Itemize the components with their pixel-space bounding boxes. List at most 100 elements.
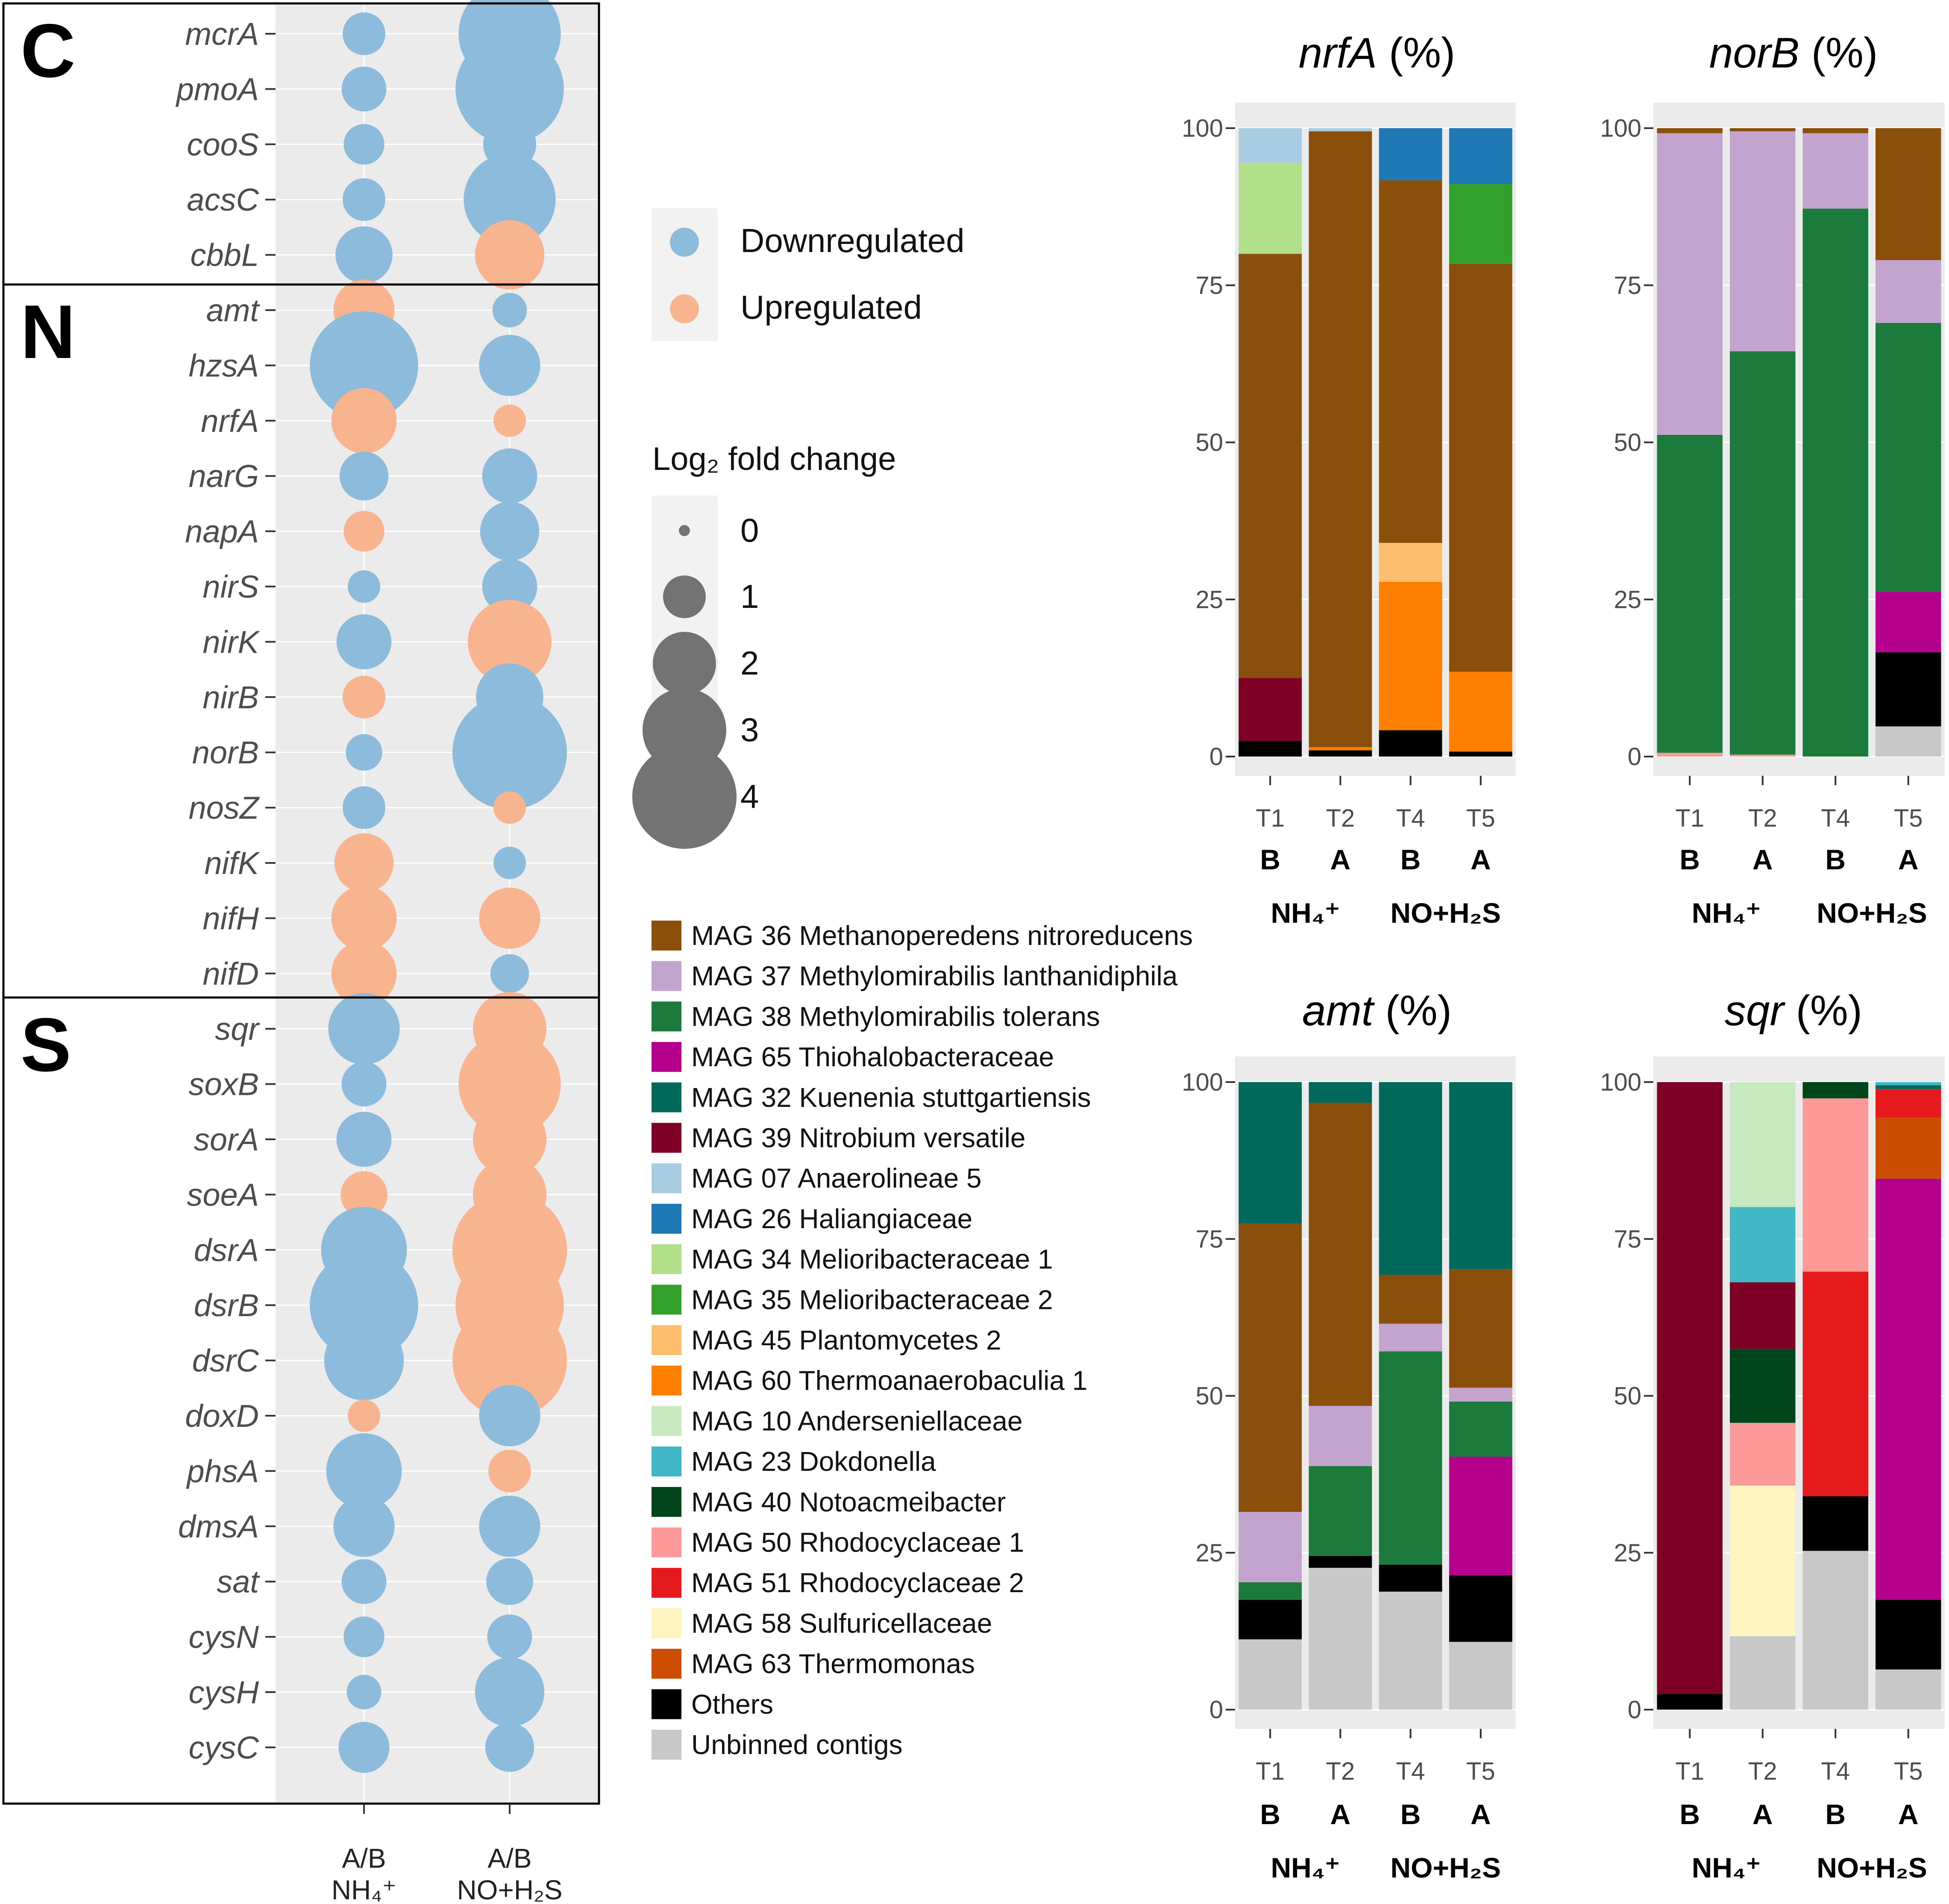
bar-segment-T5-Unbinned: [1449, 1642, 1512, 1710]
taxa-swatch-MAG60: [652, 1365, 681, 1396]
gene-label-mcrA: mcrA: [185, 16, 259, 52]
gene-label-nirB: nirB: [203, 680, 259, 715]
bubble-soxB-nh4: [341, 1062, 387, 1107]
bubble-soeA-nh4: [340, 1171, 387, 1218]
x-label-line2: NO+H₂S: [457, 1875, 562, 1904]
bubble-nrfA-nh4: [331, 388, 397, 454]
bar-segment-T5-Unbinned: [1876, 1669, 1941, 1710]
bubble-acsC-nh4: [343, 178, 385, 221]
bar-segment-T5-Others: [1449, 1575, 1512, 1642]
gene-label-nrfA: nrfA: [201, 403, 259, 439]
bubble-nifD-nh4: [331, 941, 397, 1006]
bar-segment-T1-MAG07: [1239, 128, 1302, 163]
bubble-sqr-nh4: [328, 993, 400, 1065]
bar-segment-T1-MAG36: [1657, 128, 1723, 133]
taxa-label-MAG38: MAG 38 Methylomirabilis tolerans: [691, 1001, 1100, 1032]
gene-label-nosZ: nosZ: [188, 790, 260, 826]
x-label-line1: A/B: [342, 1843, 386, 1874]
legend-upregulated-dot: [670, 294, 699, 323]
bar-segment-T1-Others: [1239, 1599, 1302, 1640]
bar-y-tick-label: 0: [1209, 1696, 1223, 1724]
bar-chart-title-unit: (%): [1799, 29, 1878, 77]
taxa-label-MAG45: MAG 45 Plantomycetes 2: [691, 1325, 1001, 1355]
size-legend-title: Log₂ fold change: [652, 441, 896, 477]
bar-charts: nrfA (%) 0 25 50 75 100 T1 B T2 A T4 B T5 A NH₄⁺ NO+H₂S…: [1182, 29, 1945, 1883]
bar-x-label-T1: T1: [1256, 804, 1285, 832]
bar-group-letter: A: [1330, 1798, 1351, 1830]
taxa-label-MAG26: MAG 26 Haliangiaceae: [691, 1203, 972, 1234]
size-legend-dot-1: [663, 575, 706, 618]
bar-segment-T2-MAG50: [1730, 1423, 1796, 1486]
bar-chart-title: norB (%): [1709, 29, 1878, 77]
bubble-cbbL-nh4: [335, 226, 393, 284]
bar-x-label-T4: T4: [1396, 804, 1425, 832]
size-legend-dot-2: [653, 632, 716, 695]
bar-group-letter: A: [1752, 1798, 1773, 1830]
bar-segment-T5-MAG38: [1449, 1401, 1512, 1457]
bar-treatment-label: NH₄⁺: [1692, 897, 1761, 929]
bar-segment-T2-MAG07: [1309, 128, 1372, 132]
bar-segment-T5-MAG23: [1876, 1082, 1941, 1085]
gene-label-sat: sat: [217, 1564, 260, 1599]
group-letter-S: S: [21, 1002, 71, 1087]
bar-segment-T2-MAG36: [1309, 1103, 1372, 1406]
bar-chart-title-unit: (%): [1377, 29, 1455, 77]
bar-segment-T4-MAG45: [1379, 543, 1442, 582]
legend-downregulated-dot: [670, 228, 699, 257]
taxa-swatch-MAG58: [652, 1608, 681, 1638]
bubble-narG-nh4: [339, 452, 389, 501]
taxa-label-MAG32: MAG 32 Kuenenia stuttgartiensis: [691, 1082, 1091, 1113]
bubble-nirS-noh2s: [482, 559, 537, 614]
taxa-swatch-Unbinned: [652, 1730, 681, 1760]
bar-segment-T5-MAG36: [1876, 128, 1941, 260]
bubble-narG-noh2s: [482, 448, 537, 504]
taxa-swatch-MAG07: [652, 1163, 681, 1194]
bar-segment-T5-MAG32: [1449, 1082, 1512, 1269]
gene-label-amt: amt: [206, 293, 261, 328]
bar-segment-T4-MAG38: [1379, 1351, 1442, 1565]
bubble-cysH-noh2s: [475, 1657, 545, 1727]
gene-label-hzsA: hzsA: [188, 348, 259, 383]
size-legend-dot-4: [632, 745, 737, 849]
bubble-norB-nh4: [346, 734, 382, 771]
taxa-legend: MAG 36 Methanoperedens nitroreducens MAG …: [652, 920, 1193, 1760]
bubble-nrfA-noh2s: [493, 404, 526, 437]
taxa-label-MAG60: MAG 60 Thermoanaerobaculia 1: [691, 1365, 1087, 1396]
bubble-amt-noh2s: [492, 293, 527, 328]
bar-segment-T4-Others: [1379, 1564, 1442, 1592]
gene-label-sorA: sorA: [194, 1122, 259, 1157]
bar-chart-title-unit: (%): [1374, 987, 1452, 1035]
bar-treatment-label: NO+H₂S: [1817, 897, 1927, 929]
taxa-swatch-MAG34: [652, 1244, 681, 1274]
taxa-swatch-MAG26: [652, 1203, 681, 1234]
bar-segment-T2-Others: [1309, 750, 1372, 757]
bar-segment-T4-MAG36: [1802, 128, 1868, 133]
bubble-acsC-noh2s: [464, 153, 556, 246]
bar-segment-T2-MAG60: [1309, 747, 1372, 751]
bar-y-tick-label: 0: [1628, 743, 1641, 771]
bar-segment-T2-MAG38: [1730, 351, 1796, 755]
bar-chart-title-gene: norB: [1709, 29, 1799, 77]
bar-segment-T4-MAG37: [1802, 133, 1868, 209]
bubble-nifK-nh4: [334, 833, 394, 893]
bubble-doxD-noh2s: [479, 1385, 540, 1446]
taxa-label-MAG63: MAG 63 Thermomonas: [691, 1649, 975, 1679]
x-label-line2: NH₄⁺: [332, 1875, 396, 1904]
bar-segment-T1-MAG39: [1657, 1082, 1723, 1694]
bubble-hzsA-noh2s: [479, 334, 540, 396]
taxa-swatch-MAG63: [652, 1649, 681, 1679]
bar-group-letter: B: [1400, 1798, 1421, 1830]
gene-label-phsA: phsA: [186, 1453, 259, 1489]
bubble-cysN-noh2s: [487, 1614, 532, 1660]
taxa-label-MAG58: MAG 58 Sulfuricellaceae: [691, 1608, 992, 1639]
bubble-cysC-nh4: [338, 1722, 390, 1773]
gene-label-soxB: soxB: [188, 1067, 259, 1102]
taxa-label-MAG37: MAG 37 Methylomirabilis lanthanidiphila: [691, 961, 1178, 992]
bubble-dmsA-noh2s: [479, 1496, 540, 1557]
bar-segment-T1-MAG37: [1239, 1512, 1302, 1582]
gene-label-cysN: cysN: [189, 1619, 259, 1655]
taxa-label-MAG10: MAG 10 Anderseniellaceae: [691, 1405, 1023, 1436]
taxa-label-Others: Others: [691, 1689, 773, 1719]
gene-label-napA: napA: [185, 514, 259, 549]
bar-y-tick-label: 100: [1182, 114, 1223, 142]
